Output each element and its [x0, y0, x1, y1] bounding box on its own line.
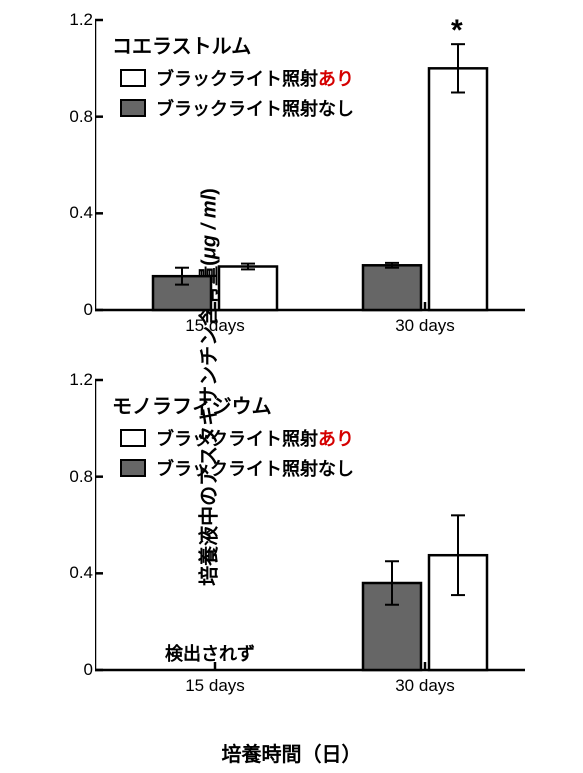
panel-title: コエラストルム: [112, 30, 251, 59]
bar: [219, 267, 277, 311]
ytick-label: 0.8: [55, 107, 93, 127]
bar: [429, 68, 487, 310]
legend-label: ブラックライト照射あり: [156, 65, 354, 91]
legend-swatch: [120, 459, 146, 477]
legend-swatch: [120, 69, 146, 87]
legend: ブラックライト照射ありブラックライト照射なし: [120, 65, 354, 125]
bar: [363, 265, 421, 310]
not-detected-annotation: 検出されず: [165, 640, 255, 666]
legend-label: ブラックライト照射あり: [156, 425, 354, 451]
legend-label: ブラックライト照射なし: [156, 455, 354, 481]
ytick-label: 0.4: [55, 563, 93, 583]
legend-swatch: [120, 429, 146, 447]
legend-swatch: [120, 99, 146, 117]
legend-label: ブラックライト照射なし: [156, 95, 354, 121]
ytick-label: 0.4: [55, 203, 93, 223]
significance-marker: *: [451, 14, 463, 48]
legend-item-with-light: ブラックライト照射あり: [120, 425, 354, 451]
ytick-label: 1.2: [55, 10, 93, 30]
chart-panel-1: [95, 370, 555, 700]
legend-item-without-light: ブラックライト照射なし: [120, 455, 354, 481]
legend-item-without-light: ブラックライト照射なし: [120, 95, 354, 121]
panel-title: モノラフィジウム: [112, 390, 272, 419]
legend-item-with-light: ブラックライト照射あり: [120, 65, 354, 91]
xtick-label: 30 days: [395, 316, 455, 336]
ytick-label: 1.2: [55, 370, 93, 390]
legend: ブラックライト照射ありブラックライト照射なし: [120, 425, 354, 485]
ytick-label: 0: [55, 300, 93, 320]
chart-panel-0: [95, 10, 555, 340]
figure-root: 培養液中のアスタキサンチン含有量(μg / ml) 培養時間（日） 00.40.…: [0, 0, 583, 773]
ytick-label: 0: [55, 660, 93, 680]
xtick-label: 30 days: [395, 676, 455, 696]
ytick-label: 0.8: [55, 467, 93, 487]
xtick-label: 15 days: [185, 316, 245, 336]
xtick-label: 15 days: [185, 676, 245, 696]
x-axis-label: 培養時間（日）: [222, 738, 362, 767]
